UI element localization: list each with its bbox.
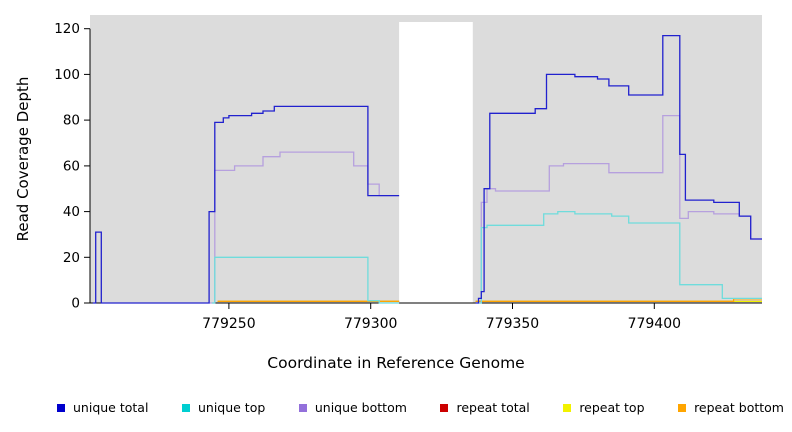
x-tick-label: 779350 bbox=[486, 316, 539, 332]
y-tick-label: 120 bbox=[54, 21, 80, 37]
legend-label: repeat top bbox=[579, 400, 645, 415]
y-tick-label: 100 bbox=[54, 67, 80, 83]
coverage-plot: 0 20 40 60 80 100 120 779250 779300 779350 779400 bbox=[54, 15, 762, 332]
legend-swatch-repeat-top bbox=[563, 403, 572, 412]
legend-swatch-unique-top bbox=[181, 403, 190, 412]
legend-label: repeat total bbox=[456, 400, 530, 415]
legend-item-unique-total: unique total bbox=[57, 400, 148, 415]
y-tick-label: 40 bbox=[63, 204, 80, 220]
legend-label: repeat bottom bbox=[694, 400, 784, 415]
x-tick-label: 779250 bbox=[202, 316, 255, 332]
y-tick-label: 60 bbox=[63, 158, 80, 174]
legend-label: unique top bbox=[197, 400, 266, 415]
legend-swatch-repeat-total bbox=[440, 403, 449, 412]
legend-item-repeat-bottom: repeat bottom bbox=[678, 400, 784, 415]
y-tick-label: 20 bbox=[63, 250, 80, 266]
legend-swatch-unique-bottom bbox=[298, 403, 307, 412]
series-line-unique-bottom bbox=[209, 151, 400, 304]
legend-item-unique-bottom: unique bottom bbox=[298, 400, 407, 415]
series-line-unique-top bbox=[211, 256, 400, 304]
y-tick-label: 0 bbox=[71, 296, 80, 312]
y-axis-title: Read Coverage Depth bbox=[14, 76, 32, 242]
legend-swatch-repeat-bottom bbox=[678, 403, 687, 412]
series-line-unique-total bbox=[475, 34, 762, 304]
x-tick-label: 779400 bbox=[628, 316, 681, 332]
series-line-unique-top bbox=[478, 210, 762, 304]
legend-swatch-unique-total bbox=[57, 403, 65, 412]
x-axis-title: Coordinate in Reference Genome bbox=[267, 354, 525, 372]
legend-label: unique total bbox=[73, 400, 149, 415]
legend-label: unique bottom bbox=[314, 400, 407, 415]
x-tick-label: 779300 bbox=[344, 316, 397, 332]
legend-item-repeat-top: repeat top bbox=[563, 400, 645, 415]
y-tick-label: 80 bbox=[63, 113, 80, 129]
legend-item-repeat-total: repeat total bbox=[440, 400, 530, 415]
series-line-unique-total bbox=[92, 105, 400, 304]
chart-legend: unique total unique top unique bottom repea… bbox=[57, 400, 784, 415]
legend-item-unique-top: unique top bbox=[181, 400, 266, 415]
coverage-gap-region bbox=[399, 22, 473, 303]
